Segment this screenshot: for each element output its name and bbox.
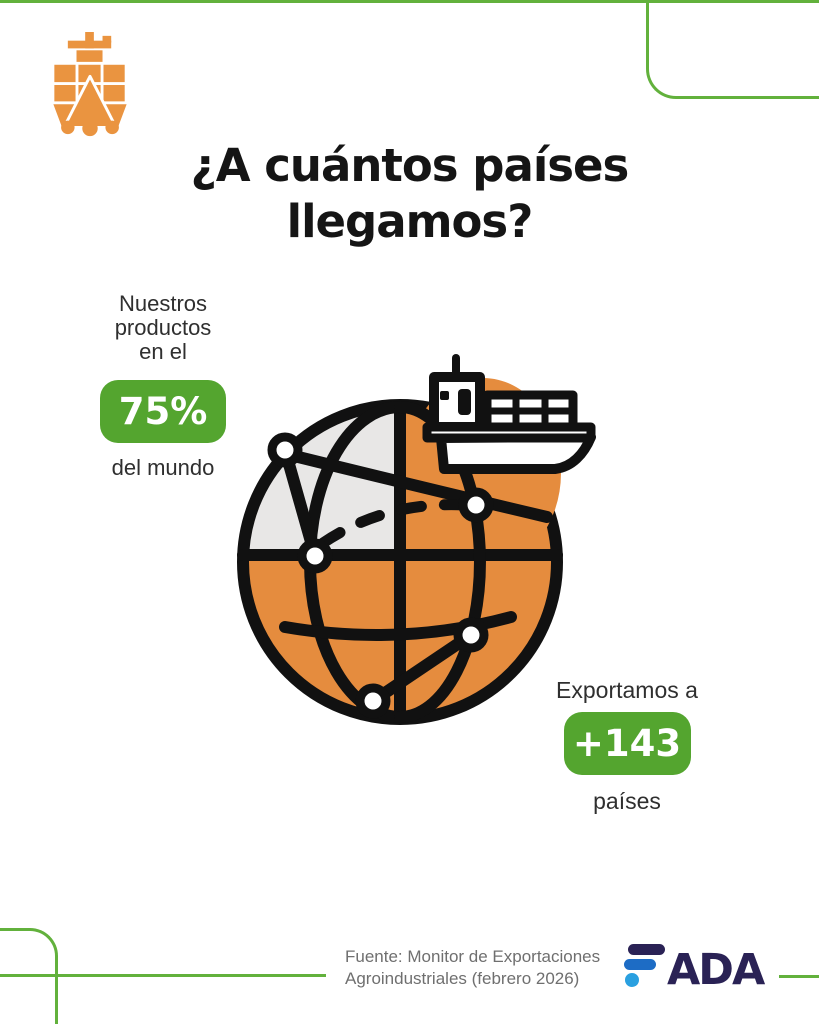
stat-world-label-line1: Nuestros	[118, 291, 208, 316]
stat-export-value-badge: +143	[563, 712, 691, 775]
stat-world-value-badge: 75%	[100, 380, 226, 443]
top-right-corner-line	[646, 0, 819, 99]
source-note: Fuente: Monitor de Exportaciones Agroind…	[345, 946, 625, 990]
stat-world-caption: del mundo	[111, 455, 215, 480]
fada-logo-dot	[625, 973, 639, 987]
stat-world-label-line3: en el	[139, 339, 187, 364]
fada-logo-text: ADA	[667, 945, 766, 992]
dashed-route-line	[317, 499, 471, 549]
page-title: ¿A cuántos países llegamos?	[0, 138, 819, 250]
page-title-line1: ¿A cuántos países	[190, 139, 630, 192]
fada-logo-bar-top	[628, 944, 665, 955]
bottom-left-divider-line	[0, 974, 326, 977]
page-title-line2: llegamos?	[286, 195, 534, 248]
network-nodes	[267, 432, 494, 719]
fada-logo: ADA	[624, 944, 768, 992]
globe-network-icon	[237, 354, 596, 725]
source-note-line1: Fuente: Monitor de Exportaciones	[345, 947, 601, 966]
bottom-right-divider-line	[779, 975, 819, 978]
fada-logo-bar-mid	[624, 959, 656, 970]
stat-world-label-line2: productos	[114, 315, 212, 340]
stat-world-coverage: Nuestros productos en el 75% del mundo	[73, 292, 253, 481]
stat-export-label: Exportamos a	[556, 677, 698, 703]
stat-world-label: Nuestros productos en el	[73, 292, 253, 364]
container-ship-icon	[53, 32, 127, 137]
stat-export-caption: países	[593, 788, 661, 814]
source-note-line2: Agroindustriales (febrero 2026)	[345, 969, 580, 988]
cargo-ship-icon	[422, 354, 596, 474]
top-divider-line	[0, 0, 819, 3]
stat-export-countries: Exportamos a +143 países	[547, 678, 707, 815]
